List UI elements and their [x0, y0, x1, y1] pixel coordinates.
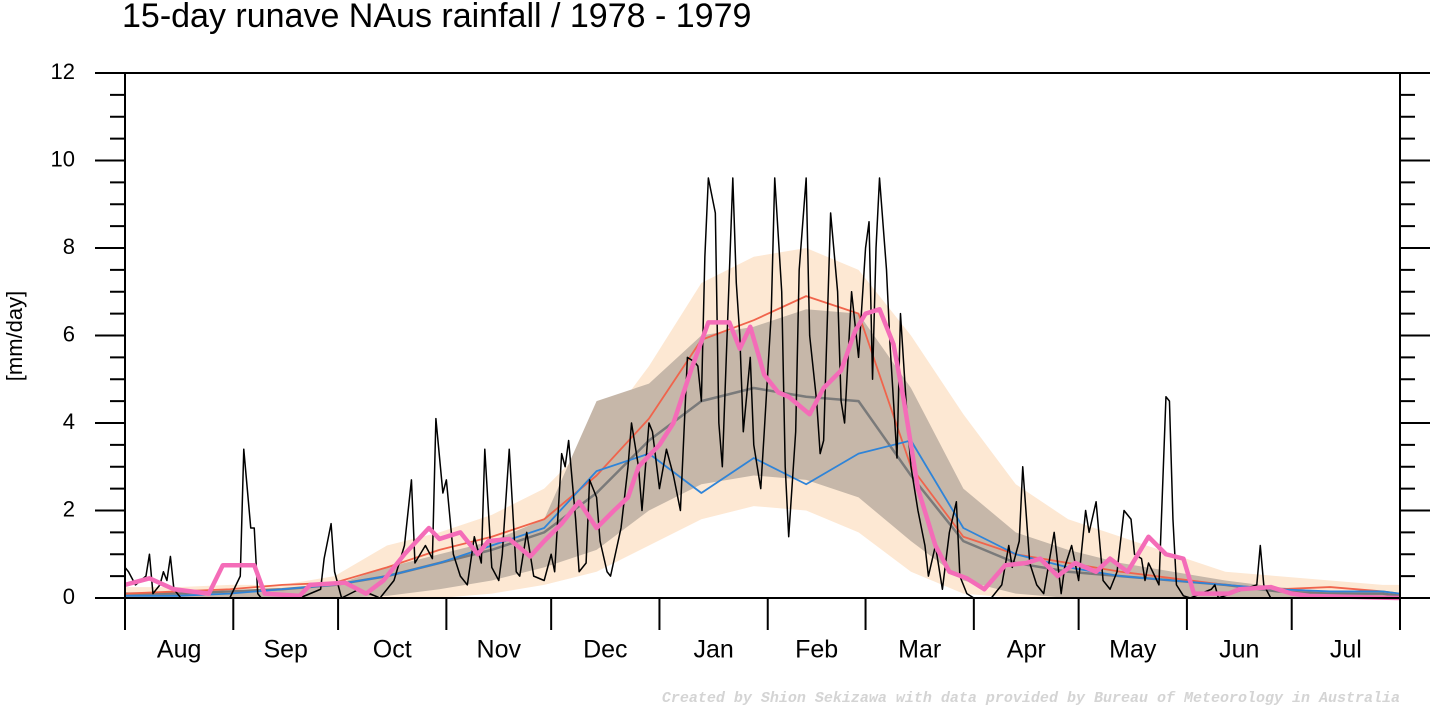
x-tick-label: Jul [1330, 636, 1362, 664]
y-axis-label: [mm/day] [2, 291, 27, 381]
y-tick-label: 12 [51, 59, 75, 84]
x-tick-label: Apr [1007, 636, 1046, 664]
x-tick-label: May [1109, 636, 1157, 664]
y-tick-label: 8 [63, 234, 75, 259]
x-tick-label: Mar [898, 636, 941, 664]
x-tick-label: Aug [157, 636, 201, 664]
x-tick-label: Nov [477, 636, 522, 664]
x-tick-label: Jan [693, 636, 733, 664]
y-tick-label: 2 [63, 496, 75, 521]
x-tick-label: Oct [373, 636, 412, 664]
line [124, 307, 1401, 601]
line [124, 177, 1400, 599]
y-tick-label: 6 [63, 321, 75, 346]
y-tick-label: 0 [63, 584, 75, 609]
x-tick-label: Dec [583, 636, 627, 664]
y-tick-label: 10 [51, 146, 75, 171]
x-tick-label: Jun [1219, 636, 1259, 664]
x-tick-label: Sep [263, 636, 307, 664]
x-tick-label: Feb [795, 636, 838, 664]
y-tick-label: 4 [63, 409, 75, 434]
chart-title: 15-day runave NAus rainfall / 1978 - 197… [122, 0, 751, 35]
credit: Created by Shion Sekizawa with data prov… [662, 690, 1400, 707]
